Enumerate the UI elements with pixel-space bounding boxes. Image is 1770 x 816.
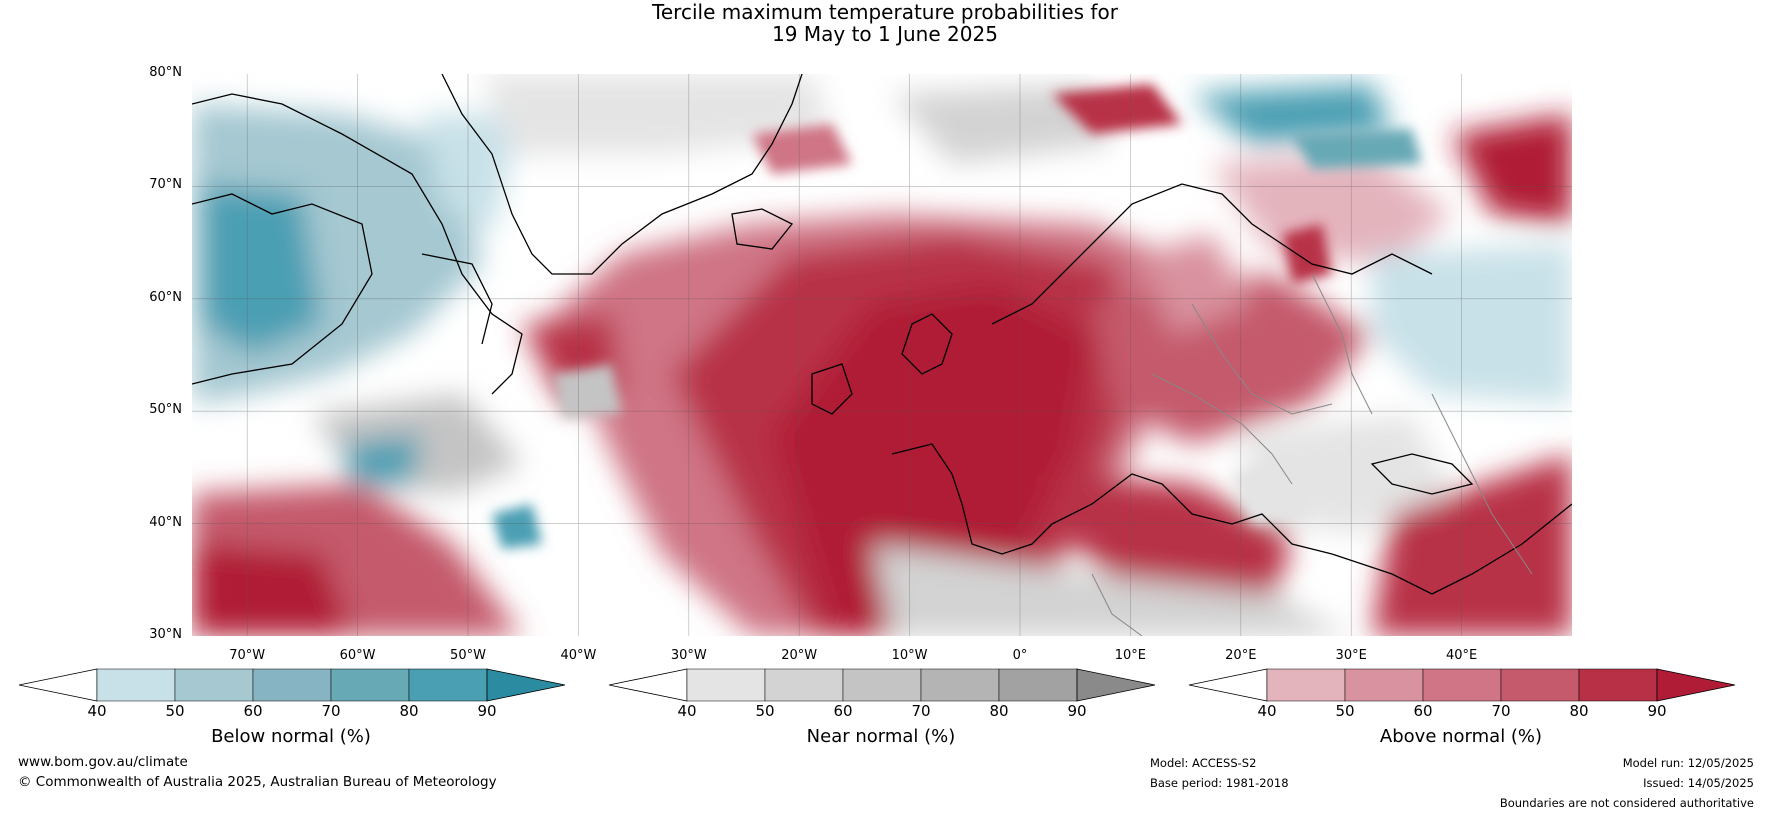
colorbar-tick-label: 70 [1491, 702, 1511, 720]
colorbar-tick-label: 60 [243, 702, 263, 720]
colorbar-title: Above normal (%) [1379, 726, 1543, 747]
colorbar-segment [1266, 668, 1346, 702]
colorbar-tick-label: 90 [1067, 702, 1087, 720]
colorbar-title: Below normal (%) [211, 726, 371, 747]
colorbar-tick-label: 70 [911, 702, 931, 720]
probability-map [192, 74, 1572, 636]
latitude-label: 40°N [149, 514, 182, 530]
colorbar-segment [764, 668, 844, 702]
colorbar-segment [408, 668, 488, 702]
longitude-label: 30°W [670, 648, 707, 663]
colorbar-segment [920, 668, 1000, 702]
base-period-text: Base period: 1981-2018 [1150, 776, 1289, 790]
latitude-label: 70°N [149, 177, 182, 193]
colorbar-segment [330, 668, 410, 702]
colorbar-low-extend [1188, 668, 1268, 702]
longitude-label: 40°W [560, 648, 597, 663]
colorbar-high-extend [1656, 668, 1736, 702]
probability-detail [492, 84, 1422, 549]
disclaimer-text: Boundaries are not considered authoritat… [1499, 796, 1754, 810]
probability-field [192, 74, 1572, 636]
country-borders [1091, 273, 1533, 636]
map-gridlines [192, 74, 1572, 636]
latitude-label: 80°N [149, 65, 182, 80]
title-line-1: Tercile maximum temperature probabilitie… [652, 0, 1118, 24]
colorbar-tick-label: 90 [477, 702, 497, 720]
model-run-text: Model run: 12/05/2025 [1622, 756, 1754, 770]
colorbar-segment [1500, 668, 1580, 702]
colorbar-low-extend [18, 668, 98, 702]
colorbar [608, 668, 1156, 702]
colorbar-segment [686, 668, 766, 702]
website-text: www.bom.gov.au/climate [18, 754, 188, 770]
latitude-label: 30°N [149, 627, 182, 642]
issued-text: Issued: 14/05/2025 [1643, 776, 1754, 790]
colorbar-segment [174, 668, 254, 702]
colorbar-segment [252, 668, 332, 702]
colorbar-tick-label: 60 [833, 702, 853, 720]
colorbar-segment [96, 668, 176, 702]
colorbar-tick-label: 70 [321, 702, 341, 720]
model-text: Model: ACCESS-S2 [1150, 756, 1257, 770]
colorbar-title: Near normal (%) [806, 726, 956, 747]
colorbar-tick-label: 40 [87, 702, 107, 720]
colorbar-tick-label: 60 [1413, 702, 1433, 720]
colorbar-tick-label: 80 [989, 702, 1009, 720]
latitude-label: 60°N [149, 289, 182, 305]
colorbar-segment [1422, 668, 1502, 702]
longitude-label: 50°W [450, 648, 486, 663]
longitude-label: 20°W [781, 648, 818, 663]
colorbar [18, 668, 566, 702]
longitude-label: 20°E [1225, 648, 1257, 663]
colorbar-tick-label: 50 [755, 702, 775, 720]
colorbar-tick-label: 40 [1257, 702, 1277, 720]
longitude-label: 60°W [339, 648, 376, 663]
colorbar-segment [1578, 668, 1658, 702]
coastlines [192, 74, 1572, 595]
colorbar-tick-label: 90 [1647, 702, 1667, 720]
longitude-label: 10°E [1114, 648, 1147, 663]
colorbar-tick-label: 50 [1335, 702, 1355, 720]
longitude-label: 30°E [1335, 648, 1367, 663]
title-line-2: 19 May to 1 June 2025 [772, 22, 998, 46]
longitude-label: 40°E [1445, 648, 1478, 663]
colorbar-segment [998, 668, 1078, 702]
colorbar-tick-label: 40 [677, 702, 697, 720]
colorbar-tick-label: 50 [165, 702, 185, 720]
colorbar-high-extend [1076, 668, 1156, 702]
latitude-label: 50°N [149, 402, 182, 418]
colorbar-tick-label: 80 [399, 702, 419, 720]
longitude-label: 70°W [229, 648, 266, 663]
colorbar [1188, 668, 1736, 702]
colorbar-segment [1344, 668, 1424, 702]
colorbar-low-extend [608, 668, 688, 702]
longitude-label: 0° [1012, 648, 1028, 663]
colorbar-tick-label: 80 [1569, 702, 1589, 720]
longitude-label: 10°W [891, 648, 928, 663]
colorbar-high-extend [486, 668, 566, 702]
copyright-text: © Commonwealth of Australia 2025, Austra… [18, 774, 497, 790]
colorbar-segment [842, 668, 922, 702]
